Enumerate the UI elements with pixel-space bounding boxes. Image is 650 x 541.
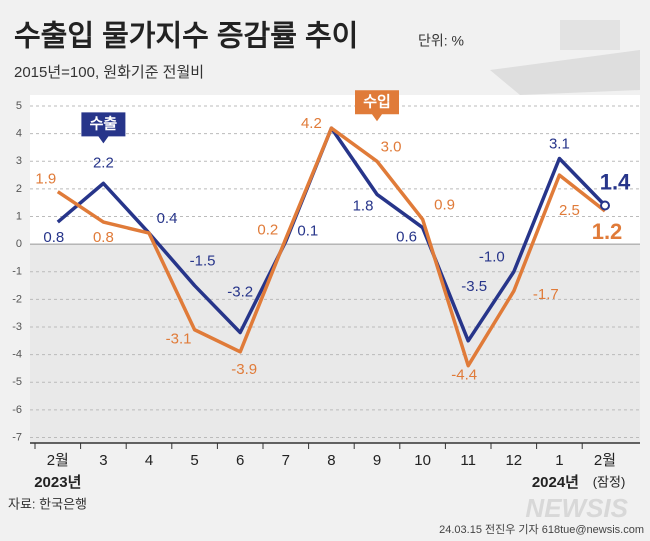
data-label: 4.2	[301, 115, 322, 132]
data-label: 2.2	[93, 154, 114, 171]
y-tick-label: -2	[12, 293, 22, 305]
y-tick-label: -7	[12, 431, 22, 443]
x-tick-label: 9	[373, 452, 381, 469]
data-label: -1.0	[479, 249, 505, 266]
data-label: -1.5	[190, 253, 216, 270]
y-tick-label: -1	[12, 266, 22, 278]
unit-label: 단위: %	[418, 33, 464, 49]
x-tick-label: 8	[327, 452, 335, 469]
line-series	[56, 126, 607, 368]
x-tick-label: 2월	[594, 452, 616, 469]
end-marker	[600, 200, 610, 211]
data-label: 1.2	[592, 219, 623, 244]
y-tick-label: -5	[12, 376, 22, 388]
data-label: -3.2	[227, 283, 253, 300]
plot-positive	[30, 95, 640, 245]
y-tick-label: 0	[16, 238, 22, 250]
data-label: 3.0	[381, 138, 402, 155]
data-label: 0.2	[257, 222, 278, 239]
y-tick-label: 2	[16, 183, 22, 195]
legend-callout	[355, 90, 399, 122]
year-label: 2023년	[34, 474, 81, 491]
y-tick-label: -4	[12, 349, 22, 361]
chart-title: 수출입 물가지수 증감률 추이	[14, 20, 358, 53]
data-label: 3.1	[549, 135, 570, 152]
y-tick-label: 4	[16, 128, 22, 140]
data-label: 0.8	[43, 229, 64, 246]
x-tick-label: 3	[99, 452, 107, 469]
credit: 24.03.15 전진우 기자 618tue@newsis.com	[439, 523, 644, 536]
y-tick-label: 3	[16, 155, 22, 167]
data-label: -4.4	[451, 367, 477, 384]
y-tick-label: 1	[16, 210, 22, 222]
x-tick-label: 6	[236, 452, 244, 469]
subtitle: 2015년=100, 원화기준 전월비	[14, 64, 204, 81]
data-label: 0.4	[157, 210, 178, 227]
year-label: (잠정)	[593, 474, 626, 489]
source: 자료: 한국은행	[8, 496, 87, 511]
data-label: -3.9	[231, 361, 257, 378]
data-label: 0.1	[297, 222, 318, 239]
data-label: -3.1	[166, 331, 192, 348]
x-tick-label: 2월	[47, 452, 69, 469]
x-tick-label: 1	[555, 452, 563, 469]
data-label: -3.5	[461, 278, 487, 295]
plot-negative	[30, 244, 640, 443]
legend-callout	[81, 112, 126, 144]
data-label: 1.8	[353, 197, 374, 214]
legend-label: 수출	[90, 115, 118, 132]
y-tick-label: 5	[16, 100, 22, 112]
x-tick-label: 11	[460, 452, 476, 469]
x-tick-label: 5	[190, 452, 198, 469]
data-label: 1.9	[35, 171, 56, 188]
year-label: 2024년	[532, 474, 579, 491]
x-tick-label: 7	[282, 452, 290, 469]
x-tick-label: 10	[414, 452, 431, 469]
y-tick-label: -6	[12, 404, 22, 416]
watermark: NEWSIS	[525, 493, 628, 523]
data-label: -1.7	[533, 286, 559, 303]
data-label: 0.9	[434, 196, 455, 213]
data-label: 2.5	[559, 202, 580, 219]
data-label: 1.4	[600, 169, 631, 194]
ship-icon	[490, 20, 640, 95]
legend-label: 수입	[363, 93, 391, 110]
y-tick-label: -3	[12, 321, 22, 333]
data-label: 0.8	[93, 229, 114, 246]
x-tick-label: 4	[145, 452, 153, 469]
data-label: 0.6	[396, 229, 417, 246]
x-tick-label: 12	[505, 452, 522, 469]
